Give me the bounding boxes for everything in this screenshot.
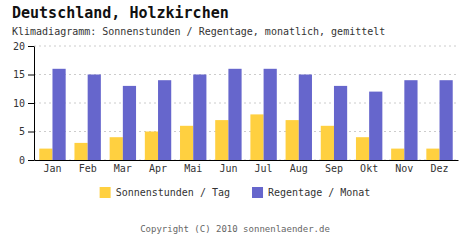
bar — [250, 114, 263, 160]
legend-label: Sonnenstunden / Tag — [116, 187, 230, 198]
tick-label: Feb — [79, 163, 97, 174]
tick: Dez — [430, 163, 448, 174]
tick: Feb — [79, 163, 97, 174]
tick: 15 — [13, 69, 34, 80]
bar — [228, 69, 241, 160]
tick-label: 5 — [19, 126, 25, 137]
tick-label: 10 — [13, 98, 25, 109]
bar — [391, 149, 404, 160]
bar — [145, 132, 158, 161]
tick-label: Mai — [184, 163, 202, 174]
bar — [356, 137, 369, 160]
bar — [264, 69, 277, 160]
plot: Jan Feb Mar Apr Mai Jun Jul Aug Sep Okt Nov Dez 0 5 10… — [13, 41, 459, 174]
tick: 20 — [13, 41, 34, 52]
tick-label: Jan — [43, 163, 61, 174]
bar — [180, 126, 193, 160]
bar — [123, 86, 136, 160]
tick-mark — [28, 103, 34, 104]
tick: 10 — [13, 98, 34, 109]
x-axis: Jan Feb Mar Apr Mai Jun Jul Aug Sep Okt Nov Dez — [35, 161, 459, 175]
tick: Mai — [184, 163, 202, 174]
tick-mark — [28, 132, 34, 133]
tick: Nov — [395, 163, 413, 174]
tick: Sep — [325, 163, 343, 174]
y-axis: 0 5 10 15 20 — [13, 41, 35, 166]
bar — [39, 149, 52, 160]
tick-label: 15 — [13, 69, 25, 80]
tick: Jul — [255, 163, 273, 174]
bar — [286, 120, 299, 160]
bar — [193, 75, 206, 161]
tick: Mar — [114, 163, 132, 174]
axis-line — [34, 47, 35, 161]
grid — [34, 46, 458, 160]
bar — [334, 86, 347, 160]
chart: Deutschland, Holzkirchen Klimadiagramm: S… — [0, 0, 470, 240]
legend-swatch — [100, 187, 111, 198]
bar — [440, 80, 453, 160]
tick-label: Aug — [290, 163, 308, 174]
bars — [39, 69, 452, 160]
bar — [74, 143, 87, 160]
tick-label: Sep — [325, 163, 343, 174]
tick: Aug — [290, 163, 308, 174]
legend: Sonnenstunden / Tag Regentage / Monat — [100, 187, 371, 198]
bar — [52, 69, 65, 160]
title: Deutschland, Holzkirchen — [12, 4, 229, 22]
legend-item: Sonnenstunden / Tag — [100, 187, 230, 198]
bar — [404, 80, 417, 160]
tick: 5 — [19, 126, 34, 137]
bar — [321, 126, 334, 160]
tick: Okt — [360, 163, 378, 174]
legend-swatch — [252, 187, 263, 198]
bar — [426, 149, 439, 160]
tick-label: 0 — [19, 155, 25, 166]
tick: Jun — [219, 163, 237, 174]
tick-label: 20 — [13, 41, 25, 52]
bar — [110, 137, 123, 160]
legend-label: Regentage / Monat — [268, 187, 370, 198]
tick-mark — [28, 75, 34, 76]
tick-label: Jun — [219, 163, 237, 174]
tick-label: Jul — [255, 163, 273, 174]
tick: Apr — [149, 163, 167, 174]
bar-series — [52, 69, 452, 160]
tick-mark — [28, 160, 34, 161]
bar — [299, 75, 312, 161]
bar — [369, 92, 382, 160]
subtitle: Klimadiagramm: Sonnenstunden / Regentage… — [12, 26, 385, 37]
tick: 0 — [19, 155, 34, 166]
tick-label: Dez — [430, 163, 448, 174]
tick: Jan — [43, 163, 61, 174]
grid-line — [34, 46, 458, 47]
bar — [158, 80, 171, 160]
tick-label: Mar — [114, 163, 132, 174]
legend-item: Regentage / Monat — [252, 187, 370, 198]
tick-label: Okt — [360, 163, 378, 174]
tick-mark — [28, 46, 34, 47]
axis-line — [35, 160, 459, 161]
bar — [215, 120, 228, 160]
tick-label: Apr — [149, 163, 167, 174]
annotation: Copyright (C) 2010 sonnenlaender.de — [140, 224, 330, 234]
tick-label: Nov — [395, 163, 413, 174]
bar — [88, 75, 101, 161]
